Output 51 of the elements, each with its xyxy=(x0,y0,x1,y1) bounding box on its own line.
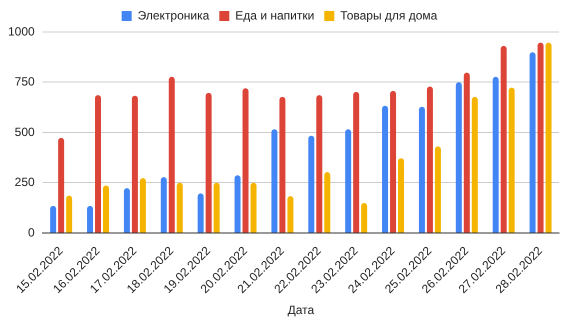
y-tick-label: 0 xyxy=(28,225,36,240)
bar xyxy=(87,206,94,232)
bar xyxy=(500,46,507,232)
bar xyxy=(214,182,220,232)
bar xyxy=(546,42,552,232)
x-axis-title: Дата xyxy=(288,303,314,318)
bar xyxy=(279,96,286,232)
y-tick-label: 1000 xyxy=(8,24,36,38)
legend-label: Товары для дома xyxy=(340,8,438,22)
bar xyxy=(508,88,515,232)
bar xyxy=(361,203,368,232)
bar xyxy=(472,96,478,232)
y-tick-label: 500 xyxy=(14,124,36,139)
bar xyxy=(66,196,72,232)
bar xyxy=(398,158,404,232)
bar xyxy=(456,82,462,232)
bar xyxy=(390,90,396,232)
bar xyxy=(132,96,138,232)
bar xyxy=(168,76,175,232)
bar xyxy=(206,92,212,232)
bar xyxy=(538,42,544,232)
bar xyxy=(234,175,241,232)
bar xyxy=(492,76,499,232)
legend-label: Электроника xyxy=(138,8,210,22)
y-tick-label: 250 xyxy=(14,175,36,190)
bar xyxy=(160,177,167,232)
bar xyxy=(50,206,56,232)
bar xyxy=(530,52,536,232)
legend-label: Еда и напитки xyxy=(235,8,314,22)
bar xyxy=(353,92,360,232)
bar xyxy=(324,172,330,232)
bar xyxy=(242,88,249,232)
bar xyxy=(58,138,64,232)
bar xyxy=(198,193,204,232)
bar xyxy=(271,129,278,232)
bar xyxy=(434,146,441,232)
bar xyxy=(426,86,433,232)
bar xyxy=(418,106,425,232)
y-tick-label: 750 xyxy=(14,74,36,89)
bar xyxy=(250,182,257,232)
bar xyxy=(308,136,314,232)
bar xyxy=(140,178,146,232)
bar xyxy=(95,95,102,232)
bar xyxy=(176,182,183,232)
bar xyxy=(316,95,322,232)
bar xyxy=(382,106,388,232)
bar xyxy=(287,196,294,232)
bar xyxy=(345,129,352,232)
bar xyxy=(464,72,470,232)
bar xyxy=(124,188,130,232)
bar xyxy=(103,186,109,232)
